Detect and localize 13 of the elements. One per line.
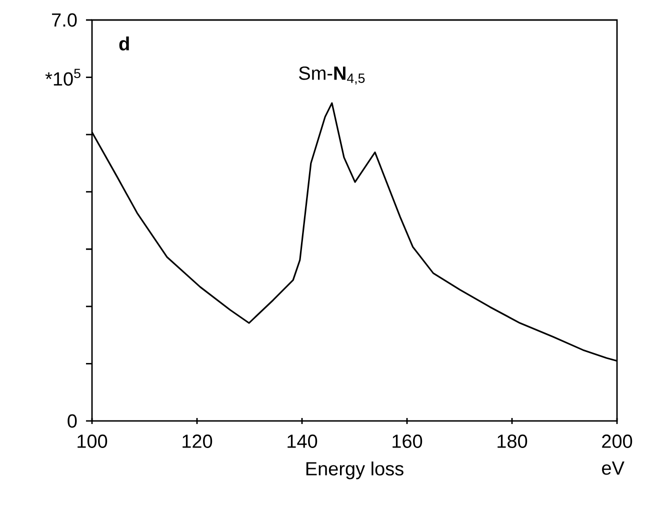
y-tick-label: 0	[68, 414, 77, 428]
x-tick-label: 120	[182, 434, 212, 448]
x-tick-label: 180	[498, 434, 528, 448]
x-tick-label: 140	[288, 434, 318, 448]
y-tick-label: 7.0	[52, 13, 77, 27]
text: eV	[602, 462, 624, 475]
x-tick-label: 160	[392, 434, 422, 448]
annotation: d	[119, 36, 129, 50]
x-tick-label: 200	[602, 434, 632, 448]
annotation: Sm-N$_{4,5}$	[299, 66, 365, 85]
x-tick-label: 100	[78, 434, 108, 448]
y-axis-title: *10$^{5}$	[45, 68, 80, 86]
x-axis-title: Energy loss	[306, 462, 404, 480]
